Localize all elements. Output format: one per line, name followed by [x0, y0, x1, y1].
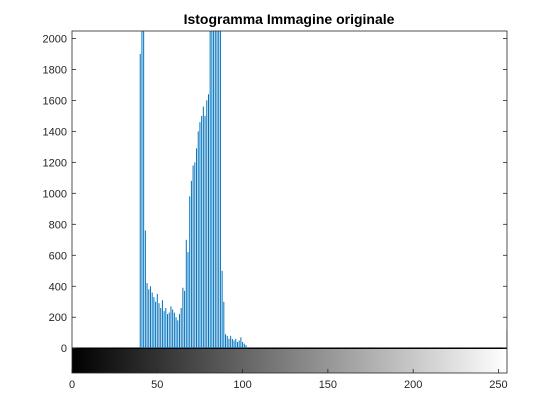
y-tick-label: 800 — [49, 219, 67, 231]
plot-area: 0 200 400 600 800 1000 1200 1400 1600 1800 2000 0 50… — [43, 30, 508, 391]
x-tick-label: 50 — [151, 379, 163, 391]
x-tick-label: 150 — [319, 379, 337, 391]
x-tick-label: 100 — [233, 379, 251, 391]
y-tick-label: 400 — [49, 281, 67, 293]
y-tick-label: 200 — [49, 312, 67, 324]
y-tick-label: 0 — [61, 343, 67, 355]
grayscale-colorbar — [72, 348, 507, 373]
y-tick-label: 1600 — [43, 95, 67, 107]
y-tick-label: 1400 — [43, 126, 67, 138]
x-tick-label: 200 — [404, 379, 422, 391]
plot-background — [72, 31, 507, 373]
y-tick-label: 1000 — [43, 188, 67, 200]
y-tick-label: 1200 — [43, 157, 67, 169]
y-tick-label: 600 — [49, 250, 67, 262]
x-tick-label: 0 — [69, 379, 75, 391]
chart-title: Istogramma Immagine originale — [184, 11, 395, 27]
axes-box — [71, 30, 508, 374]
y-tick-label: 1800 — [43, 64, 67, 76]
y-tick-label: 2000 — [43, 33, 67, 45]
x-tick-label: 250 — [489, 379, 507, 391]
